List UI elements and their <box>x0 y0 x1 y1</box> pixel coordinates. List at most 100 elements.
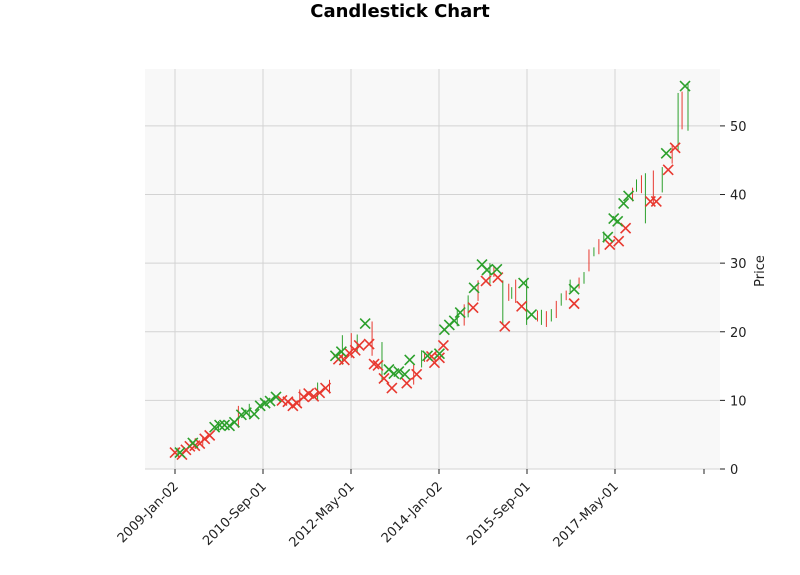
down-marker <box>401 377 413 389</box>
down-marker <box>353 339 365 352</box>
up-marker <box>187 437 199 449</box>
x-axis: 2009-Jan-02 2010-Sep-01 2012-May-01 2014-Ja… <box>115 469 705 550</box>
up-marker <box>525 309 538 321</box>
down-marker <box>308 390 320 402</box>
marker-stroke <box>378 372 390 384</box>
marker-stroke <box>608 212 620 225</box>
marker-stroke <box>270 391 282 403</box>
marker-stroke <box>338 354 350 366</box>
marker-stroke <box>368 358 380 370</box>
marker-stroke <box>516 300 528 312</box>
up-marker <box>329 350 342 362</box>
down-marker <box>169 446 181 459</box>
up-marker <box>359 317 371 330</box>
marker-stroke <box>329 350 342 362</box>
up-marker <box>421 350 434 362</box>
down-marker <box>204 429 216 441</box>
x-tick-label: 2014-Jan-02 <box>379 479 446 546</box>
marker-stroke <box>433 348 445 360</box>
down-marker <box>516 300 528 312</box>
marker-stroke <box>467 302 479 314</box>
down-marker <box>613 235 625 247</box>
down-marker <box>199 433 211 445</box>
marker-stroke <box>213 419 226 431</box>
marker-stroke <box>623 190 635 202</box>
marker-stroke <box>372 359 384 371</box>
up-marker <box>448 315 460 327</box>
x-tick-label: 2010-Sep-01 <box>200 479 270 549</box>
marker-stroke <box>421 350 434 362</box>
down-marker <box>499 320 511 332</box>
down-marker <box>368 358 380 370</box>
down-marker <box>433 352 445 364</box>
marker-stroke <box>481 264 493 276</box>
up-marker <box>270 391 282 403</box>
down-marker <box>467 302 479 314</box>
down-marker <box>662 164 674 176</box>
up-marker <box>679 80 691 92</box>
down-marker <box>319 382 332 394</box>
down-marker <box>480 275 492 287</box>
marker-stroke <box>404 354 416 366</box>
down-marker <box>669 142 681 154</box>
up-marker <box>213 419 226 431</box>
marker-stroke <box>218 419 231 431</box>
marker-stroke <box>169 446 181 459</box>
y-tick-label: 10 <box>730 394 747 409</box>
plot-background <box>145 69 720 469</box>
marker-stroke <box>525 309 538 321</box>
grid-lines <box>145 69 720 470</box>
up-marker <box>568 283 580 295</box>
up-marker <box>393 365 405 378</box>
up-marker <box>491 263 503 275</box>
marker-stroke <box>386 382 398 394</box>
up-marker <box>404 354 416 366</box>
marker-stroke <box>679 80 691 92</box>
down-marker <box>372 359 384 371</box>
x-tick-label: 2017-May-01 <box>551 479 622 550</box>
marker-stroke <box>499 320 511 332</box>
y-tick-label: 50 <box>730 120 747 135</box>
marker-stroke <box>613 235 625 247</box>
up-marker <box>248 408 260 420</box>
marker-stroke <box>264 395 276 407</box>
marker-stroke <box>620 222 632 234</box>
up-marker <box>618 197 630 210</box>
up-marker <box>174 446 186 459</box>
marker-stroke <box>480 275 492 287</box>
marker-stroke <box>187 437 199 449</box>
marker-stroke <box>276 394 288 406</box>
marker-stroke <box>612 215 624 227</box>
down-marker <box>411 368 423 380</box>
marker-stroke <box>303 387 315 400</box>
up-marker <box>223 420 236 432</box>
marker-stroke <box>314 387 326 399</box>
y-tick-label: 40 <box>730 189 747 204</box>
marker-stroke <box>568 298 580 310</box>
x-tick-label: 2015-Sep-01 <box>464 479 534 549</box>
x-tick-label: 2012-May-01 <box>287 479 358 550</box>
marker-stroke <box>602 231 614 243</box>
marker-stroke <box>363 338 375 350</box>
marker-stroke <box>204 429 216 441</box>
marker-stroke <box>662 164 674 176</box>
marker-stroke <box>476 258 488 271</box>
down-marker <box>338 354 350 366</box>
down-marker <box>363 338 375 350</box>
up-marker <box>468 282 480 294</box>
marker-stroke <box>401 377 413 389</box>
up-marker <box>399 368 411 380</box>
marker-stroke <box>393 365 405 378</box>
y-tick-label: 20 <box>730 326 747 341</box>
marker-stroke <box>399 368 411 380</box>
marker-stroke <box>248 408 260 420</box>
y-axis: 0 10 20 30 40 50 <box>720 120 747 478</box>
marker-stroke <box>518 277 530 289</box>
y-axis-label: Price <box>753 255 768 287</box>
up-marker <box>335 346 347 358</box>
x-tick-label: 2009-Jan-02 <box>115 479 182 546</box>
up-marker <box>612 215 624 227</box>
down-marker <box>386 382 398 394</box>
marker-stroke <box>650 195 662 207</box>
up-marker <box>454 306 466 319</box>
